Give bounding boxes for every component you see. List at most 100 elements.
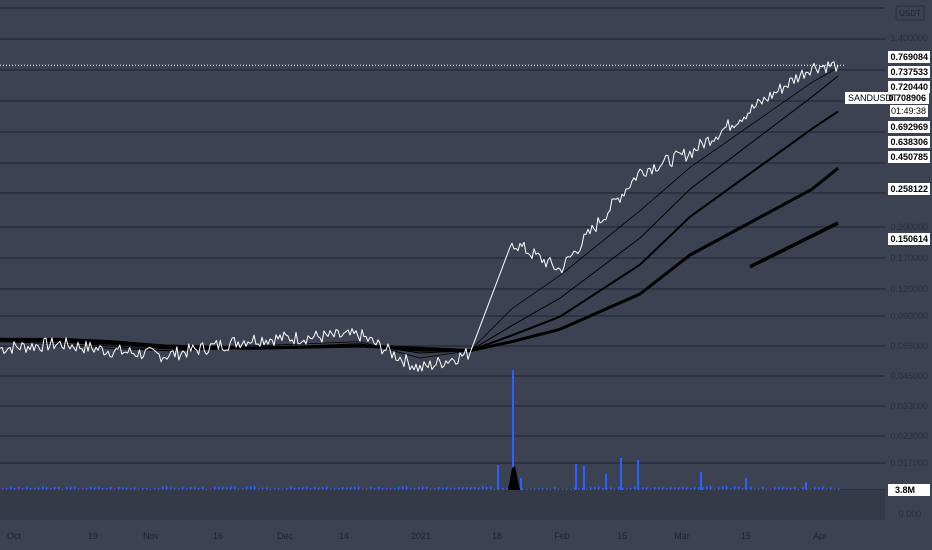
- price-tag-value: 0.692969: [890, 122, 928, 132]
- volume-bar: [322, 487, 324, 490]
- volume-bar: [234, 486, 236, 490]
- volume-bar: [810, 488, 812, 490]
- x-tick-label: Feb: [554, 531, 570, 541]
- volume-bar: [778, 486, 780, 490]
- volume-bar: [374, 488, 376, 490]
- volume-bar: [394, 488, 396, 490]
- volume-bar: [378, 486, 380, 490]
- x-tick-label: Apr: [813, 531, 827, 541]
- volume-bar: [642, 487, 644, 490]
- volume-bar: [726, 486, 728, 490]
- volume-bar: [94, 487, 96, 490]
- volume-bar: [570, 488, 572, 490]
- volume-bar: [550, 488, 552, 490]
- volume-bar: [418, 486, 420, 490]
- volume-bar: [458, 486, 460, 490]
- volume-bar: [174, 488, 176, 490]
- moving-average-line: [749, 221, 839, 269]
- symbol-tag: SANDUSDT 0.708906 01:49:38: [845, 92, 929, 117]
- y-tick-label: 0.023000: [890, 431, 928, 441]
- price-tags: 0.769084 0.737533 0.720440 0.692969 0.638306…: [888, 51, 930, 496]
- volume-bar: [497, 465, 499, 490]
- volume-bar: [46, 486, 48, 490]
- price-tag-box: [888, 81, 930, 93]
- volume-bar: [494, 488, 496, 490]
- volume-bar: [26, 486, 28, 490]
- volume-bar: [122, 487, 124, 490]
- volume-bar: [650, 488, 652, 490]
- volume-bar: [90, 486, 92, 490]
- volume-bar: [218, 486, 220, 490]
- volume-bar: [546, 488, 548, 490]
- volume-bar: [710, 486, 712, 490]
- volume-bar: [326, 486, 328, 490]
- volume-bar: [798, 488, 800, 490]
- y-tick-label: 0.017000: [890, 458, 928, 468]
- volume-bar: [674, 487, 676, 490]
- volume-bar: [430, 488, 432, 490]
- volume-bar: [230, 486, 232, 490]
- volume-bar: [242, 488, 244, 490]
- x-tick-label: 15: [741, 531, 751, 541]
- x-tick-label: 19: [88, 531, 98, 541]
- volume-bar: [620, 458, 622, 490]
- volume-bar: [634, 486, 636, 490]
- volume-bar: [138, 488, 140, 490]
- volume-bars: [2, 370, 840, 490]
- volume-bar: [530, 488, 532, 490]
- time-axis[interactable]: Oct 19 Nov 16 Dec 14 2021 18 Feb 15 Mar 15 Apr: [0, 520, 932, 550]
- volume-bar: [522, 488, 524, 490]
- price-tag-value: 0.737533: [890, 67, 928, 77]
- volume-bar: [474, 487, 476, 490]
- price-tag-value: 0.769084: [890, 52, 928, 62]
- volume-bar: [637, 460, 639, 490]
- volume-bar: [666, 488, 668, 490]
- volume-bar: [446, 486, 448, 490]
- volume-bar: [730, 488, 732, 490]
- volume-bar: [106, 488, 108, 490]
- price-tag-box: [888, 233, 930, 245]
- y-tick-label: 0.090000: [890, 311, 928, 321]
- volume-bar: [2, 488, 4, 490]
- volume-bar: [274, 488, 276, 490]
- volume-bar: [98, 486, 100, 490]
- volume-bar: [774, 486, 776, 490]
- volume-bar: [154, 487, 156, 490]
- volume-bar: [586, 488, 588, 490]
- volume-bar: [805, 482, 807, 490]
- volume-bar: [830, 487, 832, 490]
- volume-bar: [318, 487, 320, 490]
- volume-bar: [402, 486, 404, 490]
- volume-bar: [734, 486, 736, 490]
- volume-bar: [646, 487, 648, 490]
- volume-bar: [662, 486, 664, 490]
- volume-bar: [658, 487, 660, 490]
- x-tick-label: 2021: [411, 531, 431, 541]
- volume-bar: [202, 486, 204, 490]
- volume-bar: [78, 488, 80, 490]
- volume-bar: [358, 486, 360, 490]
- volume-bar: [30, 487, 32, 490]
- volume-bar: [102, 487, 104, 490]
- volume-bar: [222, 486, 224, 490]
- price-tag-value: 0.150614: [890, 234, 928, 244]
- price-tag-box: [888, 51, 930, 63]
- volume-bar: [266, 487, 268, 490]
- volume-bar: [450, 487, 452, 490]
- currency-button[interactable]: USDT: [895, 5, 925, 21]
- volume-bar: [74, 486, 76, 490]
- x-tick-label: Dec: [277, 531, 294, 541]
- currency-label: USDT: [899, 9, 921, 18]
- volume-bar: [654, 486, 656, 490]
- volume-bar: [702, 487, 704, 490]
- volume-bar: [605, 474, 607, 490]
- volume-bar: [794, 487, 796, 490]
- volume-bar: [290, 486, 292, 490]
- volume-bar: [700, 472, 702, 490]
- volume-bar: [738, 486, 740, 490]
- y-tick-label: 0.045000: [890, 371, 928, 381]
- volume-ma-area: [508, 466, 520, 490]
- y-tick-label: 0.033000: [890, 401, 928, 411]
- volume-bar: [278, 487, 280, 490]
